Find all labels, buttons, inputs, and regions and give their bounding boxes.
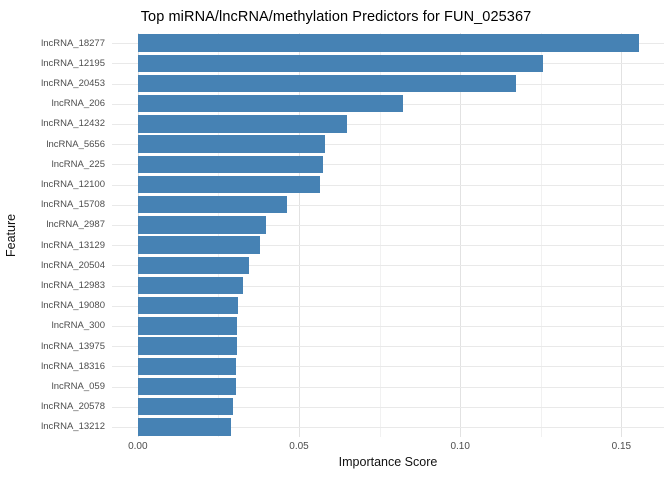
bar-lncRNA_20578: [137, 397, 234, 416]
gridline-y: [112, 285, 664, 287]
bar-lncRNA_12983: [137, 276, 243, 295]
y-tick-label: lncRNA_13212: [41, 421, 105, 433]
gridline-y: [112, 245, 664, 247]
bar-lncRNA_20504: [137, 256, 250, 274]
bar-lncRNA_13212: [137, 418, 232, 436]
bar-lncRNA_15708: [137, 195, 288, 214]
gridline-x-minor: [540, 33, 542, 437]
gridline-y: [112, 164, 664, 166]
y-tick-label: lncRNA_225: [51, 158, 105, 170]
bar-lncRNA_12432: [137, 115, 348, 133]
gridline-x-minor: [379, 33, 381, 437]
bar-lncRNA_2987: [137, 216, 267, 234]
bar-lncRNA_19080: [137, 296, 238, 315]
x-tick-label: 0.15: [611, 441, 632, 452]
gridline-x-major: [460, 33, 462, 437]
x-axis-title: Importance Score: [338, 455, 438, 469]
bar-lncRNA_18277: [137, 34, 640, 52]
gridline-y: [112, 386, 664, 388]
bar-lncRNA_12100: [137, 175, 321, 194]
y-tick-label: lncRNA_15708: [41, 199, 105, 211]
gridline-y: [112, 426, 664, 428]
gridline-y: [112, 204, 664, 206]
y-tick-label: lncRNA_20578: [41, 401, 105, 413]
y-tick-label: lncRNA_19080: [41, 300, 105, 312]
y-tick-label: lncRNA_13975: [41, 340, 105, 352]
bar-lncRNA_12195: [137, 54, 544, 72]
gridline-y: [112, 406, 664, 408]
gridline-y: [112, 123, 664, 125]
bar-lncRNA_300: [137, 317, 238, 335]
y-tick-label: lncRNA_5656: [46, 138, 105, 150]
y-tick-label: lncRNA_300: [51, 320, 105, 332]
y-tick-label: lncRNA_12432: [41, 118, 105, 130]
y-tick-label: lncRNA_18316: [41, 360, 105, 372]
y-tick-label: lncRNA_12195: [41, 57, 105, 69]
gridline-y: [112, 325, 664, 327]
y-tick-label: lncRNA_13129: [41, 239, 105, 251]
bar-lncRNA_20453: [137, 74, 516, 93]
gridline-y: [112, 224, 664, 226]
y-tick-label: lncRNA_20504: [41, 259, 105, 271]
gridline-y: [112, 184, 664, 186]
x-tick-label: 0.00: [128, 441, 148, 452]
y-tick-label: lncRNA_12983: [41, 279, 105, 291]
bar-lncRNA_206: [137, 94, 404, 113]
bar-lncRNA_13975: [137, 337, 238, 355]
gridline-x-major: [621, 33, 623, 437]
x-tick-label: 0.10: [450, 441, 470, 452]
plot-panel: [112, 33, 664, 437]
gridline-x-major: [299, 33, 300, 437]
y-tick-label: lncRNA_2987: [46, 219, 105, 231]
gridline-x-minor: [218, 33, 220, 437]
y-tick-label: lncRNA_12100: [41, 178, 105, 190]
bar-lncRNA_5656: [137, 135, 326, 153]
bar-lncRNA_225: [137, 155, 324, 173]
y-tick-label: lncRNA_059: [51, 380, 105, 392]
bar-lncRNA_13129: [137, 236, 261, 254]
gridline-y: [112, 366, 664, 368]
bar-lncRNA_18316: [137, 357, 237, 376]
gridline-y: [112, 305, 664, 307]
gridline-x-major: [137, 33, 139, 437]
gridline-y: [112, 265, 664, 267]
bar-lncRNA_059: [137, 377, 236, 396]
x-tick-label: 0.05: [289, 441, 309, 452]
gridline-y: [112, 346, 664, 348]
y-tick-label: lncRNA_18277: [41, 37, 105, 49]
y-tick-label: lncRNA_20453: [41, 77, 105, 89]
gridline-y: [112, 144, 664, 146]
y-tick-label: lncRNA_206: [51, 98, 105, 110]
chart-title: Top miRNA/lncRNA/methylation Predictors …: [140, 9, 532, 25]
